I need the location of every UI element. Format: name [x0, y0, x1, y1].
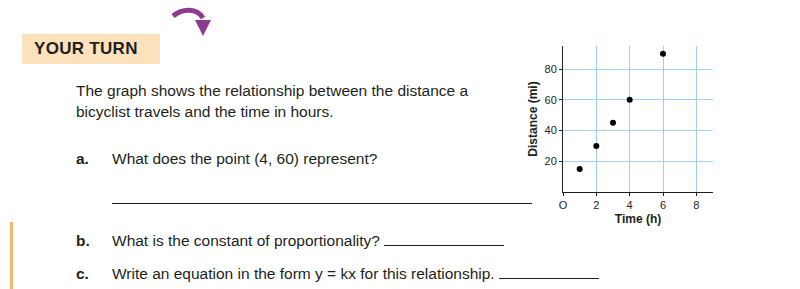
svg-text:Distance (mi): Distance (mi): [526, 81, 540, 156]
svg-text:6: 6: [660, 199, 666, 211]
svg-text:O: O: [559, 199, 568, 211]
svg-text:40: 40: [545, 124, 557, 136]
html-text:c.: c.: [76, 265, 89, 282]
html-text:Write an equation in the form: Write an equation in the form y = kx for…: [112, 265, 495, 282]
html-text:b.: b.: [76, 232, 90, 249]
svg-text:4: 4: [627, 199, 633, 211]
svg-text:60: 60: [545, 94, 557, 106]
html-text:What is the constant of propor: What is the constant of proportionality?: [112, 232, 380, 249]
svg-text:Time (h): Time (h): [615, 212, 661, 226]
html-text:What does the point (4, 60) re: What does the point (4, 60) represent?: [112, 150, 378, 167]
svg-text:80: 80: [545, 63, 557, 75]
svg-text:2: 2: [593, 199, 599, 211]
html-text:YOUR TURN: YOUR TURN: [34, 39, 138, 58]
svg-text:20: 20: [545, 155, 557, 167]
svg-text:8: 8: [693, 199, 699, 211]
html-text:a.: a.: [76, 150, 89, 167]
html-text:The graph shows the relationsh: The graph shows the relationship between…: [76, 82, 469, 120]
